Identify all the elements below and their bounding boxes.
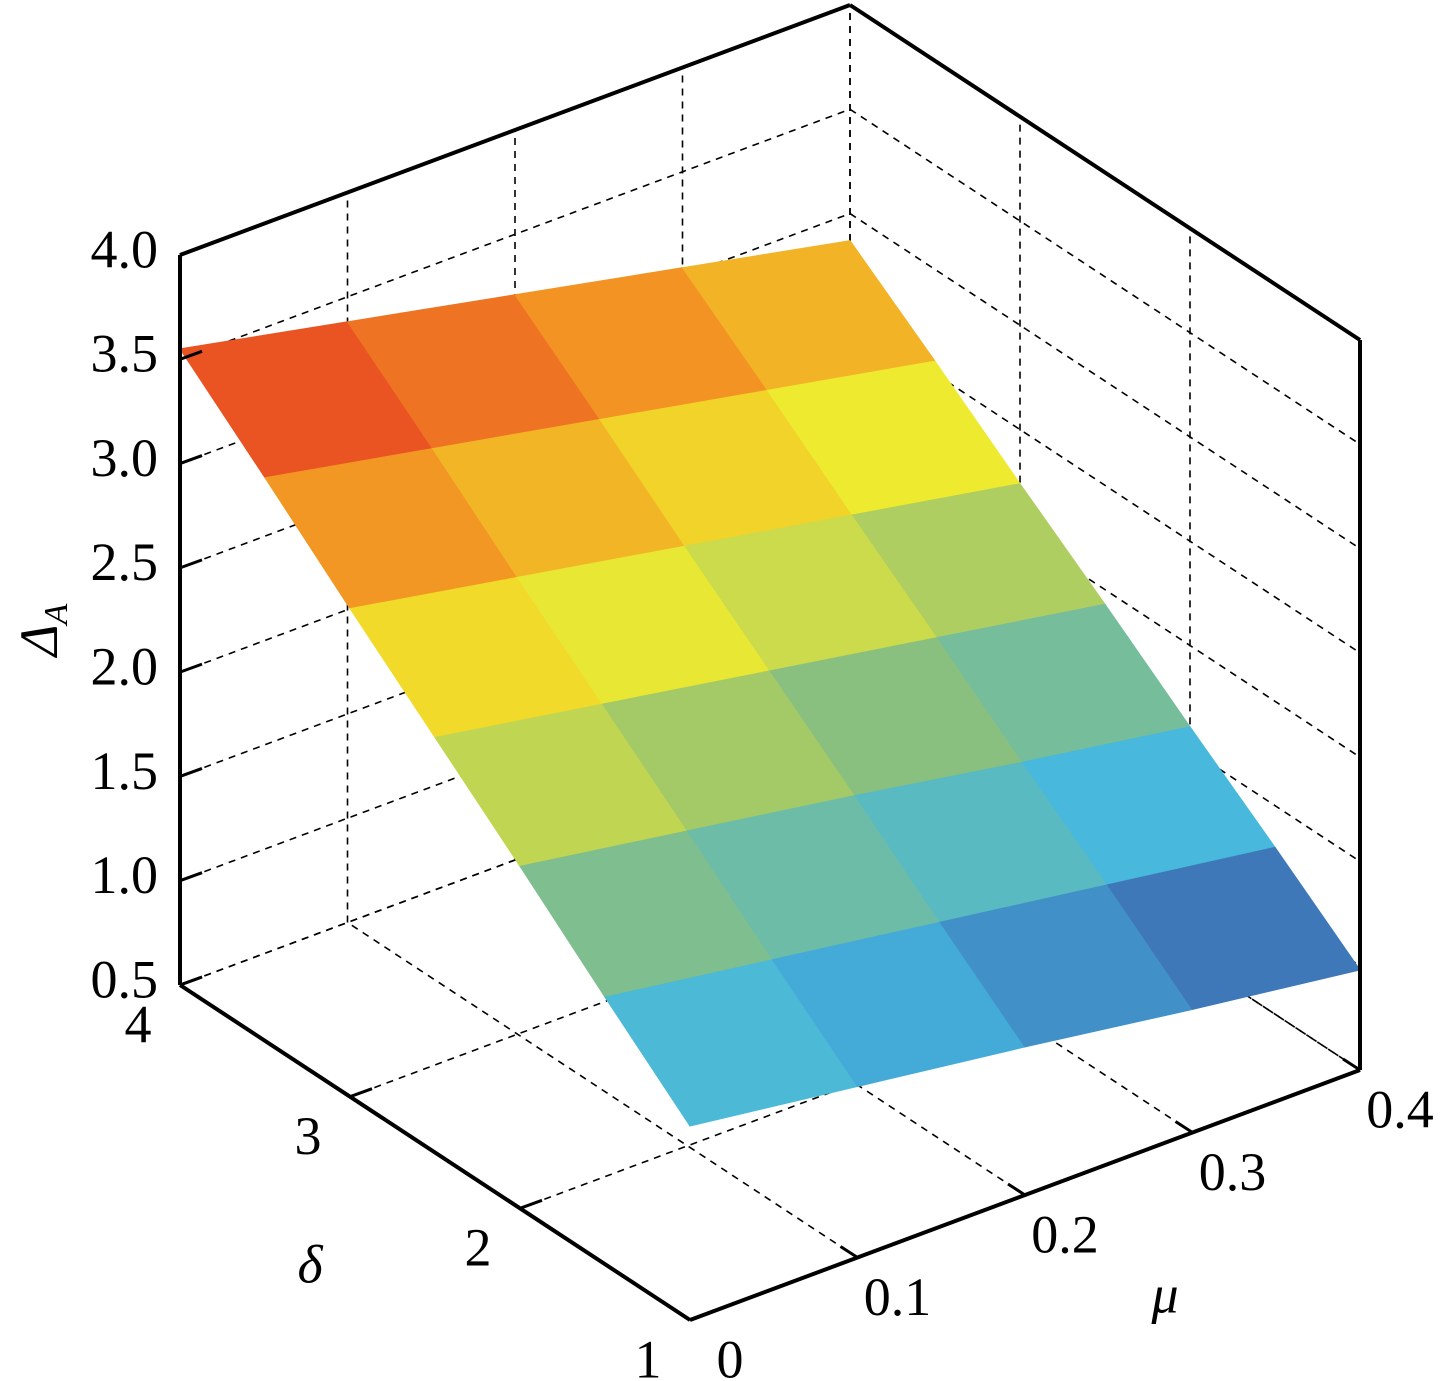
y-tick-label: 4 bbox=[125, 994, 152, 1054]
tick-mark bbox=[1174, 1120, 1194, 1134]
z-axis-label-sub: A bbox=[38, 604, 75, 627]
tick-mark bbox=[349, 1087, 373, 1099]
tick-mark bbox=[179, 662, 203, 674]
tick-mark bbox=[179, 454, 203, 465]
tick-mark bbox=[179, 349, 203, 361]
tick-mark bbox=[1007, 1182, 1026, 1197]
tick-mark bbox=[839, 1245, 859, 1259]
tick-mark bbox=[1342, 1057, 1361, 1072]
x-tick-label: 0.4 bbox=[1366, 1079, 1434, 1139]
z-tick-label: 3.0 bbox=[91, 428, 159, 488]
z-tick-label: 1.5 bbox=[91, 741, 159, 801]
y-tick-label: 1 bbox=[635, 1329, 662, 1381]
tick-mark bbox=[179, 975, 203, 987]
tick-mark bbox=[689, 1310, 713, 1322]
z-tick-label: 1.0 bbox=[91, 845, 159, 905]
z-tick-label: 2.5 bbox=[91, 532, 159, 592]
tick-mark bbox=[179, 767, 203, 778]
axis-edge bbox=[178, 983, 692, 1322]
tick-mark bbox=[519, 1198, 543, 1210]
x-tick-label: 0.3 bbox=[1199, 1142, 1267, 1202]
z-tick-label: 2.0 bbox=[91, 637, 159, 697]
x-tick-label: 0.2 bbox=[1031, 1204, 1099, 1264]
grid-line bbox=[849, 108, 1361, 445]
z-axis-label: ΔA bbox=[9, 604, 74, 659]
axis-edge bbox=[848, 3, 1362, 342]
axis-edge bbox=[179, 3, 851, 257]
surface-patch bbox=[1106, 846, 1361, 1011]
grid-line bbox=[347, 921, 858, 1259]
z-tick-label: 4.0 bbox=[91, 219, 159, 279]
grid-line bbox=[849, 421, 1361, 758]
z-axis-label-base: Δ bbox=[9, 625, 69, 659]
tick-mark bbox=[179, 871, 203, 883]
z-tick-label: 3.5 bbox=[91, 324, 159, 384]
tick-mark bbox=[179, 558, 203, 570]
x-axis-label: μ bbox=[1150, 1264, 1178, 1324]
y-tick-label: 3 bbox=[295, 1106, 322, 1166]
grid-line bbox=[849, 317, 1361, 654]
x-tick-label: 0 bbox=[717, 1329, 744, 1381]
y-tick-label: 2 bbox=[465, 1218, 492, 1278]
tick-mark bbox=[179, 245, 203, 257]
y-axis-label: δ bbox=[297, 1234, 323, 1294]
grid-line bbox=[849, 212, 1361, 550]
grid-line bbox=[179, 734, 851, 986]
z-tick-label: 0.5 bbox=[91, 949, 159, 1009]
tick-mark bbox=[672, 1307, 691, 1322]
x-tick-label: 0.1 bbox=[864, 1267, 932, 1327]
